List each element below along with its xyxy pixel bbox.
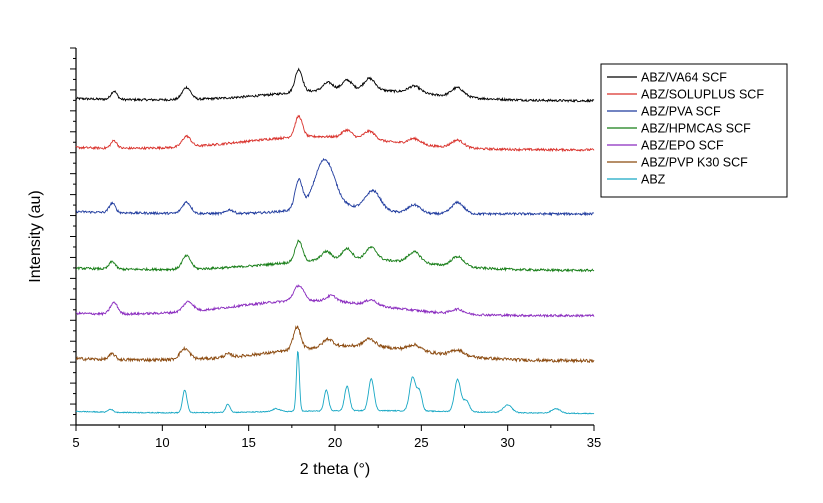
series-line: [75, 67, 595, 103]
series-line: [75, 114, 595, 153]
x-tick-label: 15: [241, 435, 255, 450]
legend-entry: ABZ/PVA SCF: [641, 105, 721, 119]
legend-entry: ABZ/EPO SCF: [641, 139, 724, 153]
y-axis-title: Intensity (au): [27, 190, 44, 282]
x-tick-label: 30: [500, 435, 514, 450]
y-axis-ticks: [70, 47, 76, 426]
series-line: [75, 157, 595, 217]
legend-entry: ABZ/HPMCAS SCF: [641, 122, 751, 136]
x-tick-label: 35: [587, 435, 601, 450]
x-tick-label: 20: [328, 435, 342, 450]
legend: ABZ/VA64 SCF ABZ/SOLUPLUS SCF ABZ/PVA SCF A…: [600, 63, 788, 198]
legend-entry: ABZ/VA64 SCF: [641, 71, 727, 85]
x-tick-label: 25: [414, 435, 428, 450]
plot-area: 5 10 15 20 25 30 35: [70, 47, 601, 450]
series-line: [75, 350, 595, 415]
legend-entry: ABZ: [641, 173, 666, 187]
x-tick-label: 5: [72, 435, 79, 450]
legend-box: [600, 63, 788, 198]
series-line: [75, 325, 595, 364]
x-tick-label: 10: [155, 435, 169, 450]
series-line: [75, 284, 595, 318]
x-axis-ticks: 5 10 15 20 25 30 35: [72, 425, 601, 450]
legend-entry: ABZ/PVP K30 SCF: [641, 156, 748, 170]
series-line: [75, 239, 595, 273]
x-axis-title: 2 theta (°): [300, 461, 370, 478]
legend-entry: ABZ/SOLUPLUS SCF: [641, 88, 764, 102]
series-layer: [75, 67, 595, 415]
